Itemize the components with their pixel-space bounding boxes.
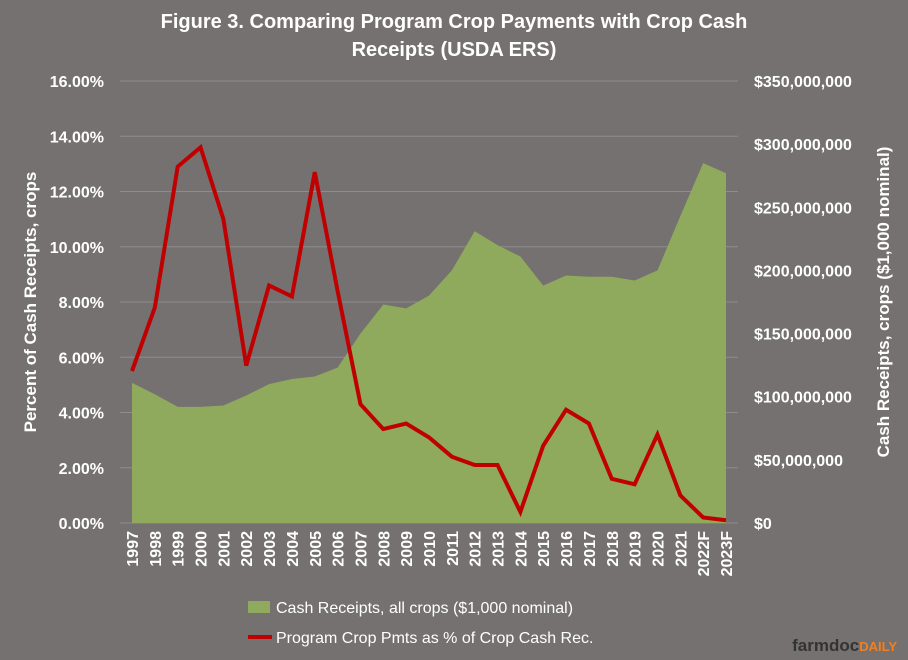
x-tick-label-2018: 2018	[605, 531, 622, 567]
x-axis-tick-labels: 1997 1998 1999 2000 2001 2002 2003 2004 2005 2006…	[125, 531, 736, 577]
x-tick-label-2016: 2016	[559, 531, 576, 567]
left-tick-label-7: 14.00%	[50, 129, 104, 146]
x-tick-label-2022F: 2022F	[696, 531, 713, 577]
x-tick-label-2019: 2019	[628, 531, 645, 567]
x-tick-label-2008: 2008	[376, 531, 393, 567]
x-tick-label-2002: 2002	[239, 531, 256, 567]
x-tick-label-2020: 2020	[650, 531, 667, 567]
x-tick-label-2004: 2004	[285, 531, 302, 567]
x-tick-label-2006: 2006	[331, 531, 348, 567]
right-tick-label-0: $0	[754, 516, 772, 533]
right-tick-label-2: $100,000,000	[754, 390, 852, 407]
legend-label-cash-receipts: Cash Receipts, all crops ($1,000 nominal…	[276, 600, 573, 617]
watermark-part-1: farmdoc	[792, 636, 859, 655]
right-tick-label-6: $300,000,000	[754, 137, 852, 154]
left-tick-label-1: 2.00%	[59, 461, 104, 478]
left-tick-label-4: 8.00%	[59, 295, 104, 312]
program-payments-line-series	[130, 143, 727, 523]
legend: Cash Receipts, all crops ($1,000 nominal…	[248, 600, 593, 647]
x-tick-label-2012: 2012	[468, 531, 485, 567]
right-tick-label-4: $200,000,000	[754, 263, 852, 280]
x-tick-label-2000: 2000	[194, 531, 211, 567]
program-payments-line	[130, 143, 727, 523]
left-tick-label-5: 10.00%	[50, 240, 104, 257]
right-tick-label-5: $250,000,000	[754, 200, 852, 217]
x-tick-label-2013: 2013	[491, 531, 508, 567]
left-tick-label-0: 0.00%	[59, 516, 104, 533]
chart-title-line-1: Figure 3. Comparing Program Crop Payment…	[161, 11, 748, 33]
left-tick-label-8: 16.00%	[50, 74, 104, 91]
x-tick-label-1999: 1999	[171, 531, 188, 567]
left-axis-label: Percent of Cash Receipts, crops	[21, 172, 40, 433]
x-tick-label-2010: 2010	[422, 531, 439, 567]
right-tick-label-7: $350,000,000	[754, 74, 852, 91]
x-tick-label-2017: 2017	[582, 531, 599, 567]
chart-title-line-2: Receipts (USDA ERS)	[352, 39, 557, 61]
cash-receipts-area	[132, 163, 726, 524]
watermark-part-2: DAILY	[859, 639, 897, 654]
x-tick-label-2001: 2001	[216, 531, 233, 567]
x-tick-label-1998: 1998	[148, 531, 165, 567]
x-tick-label-2005: 2005	[308, 531, 325, 567]
left-tick-label-3: 6.00%	[59, 350, 104, 367]
x-tick-label-2023F: 2023F	[719, 531, 736, 577]
left-axis-tick-labels: 0.00% 2.00% 4.00% 6.00% 8.00% 10.00% 12.00% 14.…	[50, 74, 104, 533]
x-tick-label-2015: 2015	[536, 531, 553, 567]
left-tick-label-2: 4.00%	[59, 406, 104, 423]
right-axis-label: Cash Receipts, crops ($1,000 nominal)	[874, 147, 893, 458]
right-axis-tick-labels: $0 $50,000,000 $100,000,000 $150,000,000 $20…	[754, 74, 852, 533]
cash-receipts-area-series	[132, 163, 726, 524]
legend-label-program-payments: Program Crop Pmts as % of Crop Cash Rec.	[276, 630, 593, 647]
right-tick-label-3: $150,000,000	[754, 327, 852, 344]
x-tick-label-2011: 2011	[445, 531, 462, 566]
x-tick-label-2021: 2021	[673, 531, 690, 567]
x-tick-label-2009: 2009	[399, 531, 416, 567]
x-tick-label-2014: 2014	[513, 531, 530, 567]
farmdoc-daily-watermark: farmdocDAILY	[792, 636, 897, 655]
left-tick-label-6: 12.00%	[50, 185, 104, 202]
x-tick-label-2007: 2007	[353, 531, 370, 567]
legend-swatch-cash-receipts	[248, 601, 270, 613]
x-tick-label-1997: 1997	[125, 531, 142, 567]
x-tick-label-2003: 2003	[262, 531, 279, 567]
right-tick-label-1: $50,000,000	[754, 453, 843, 470]
